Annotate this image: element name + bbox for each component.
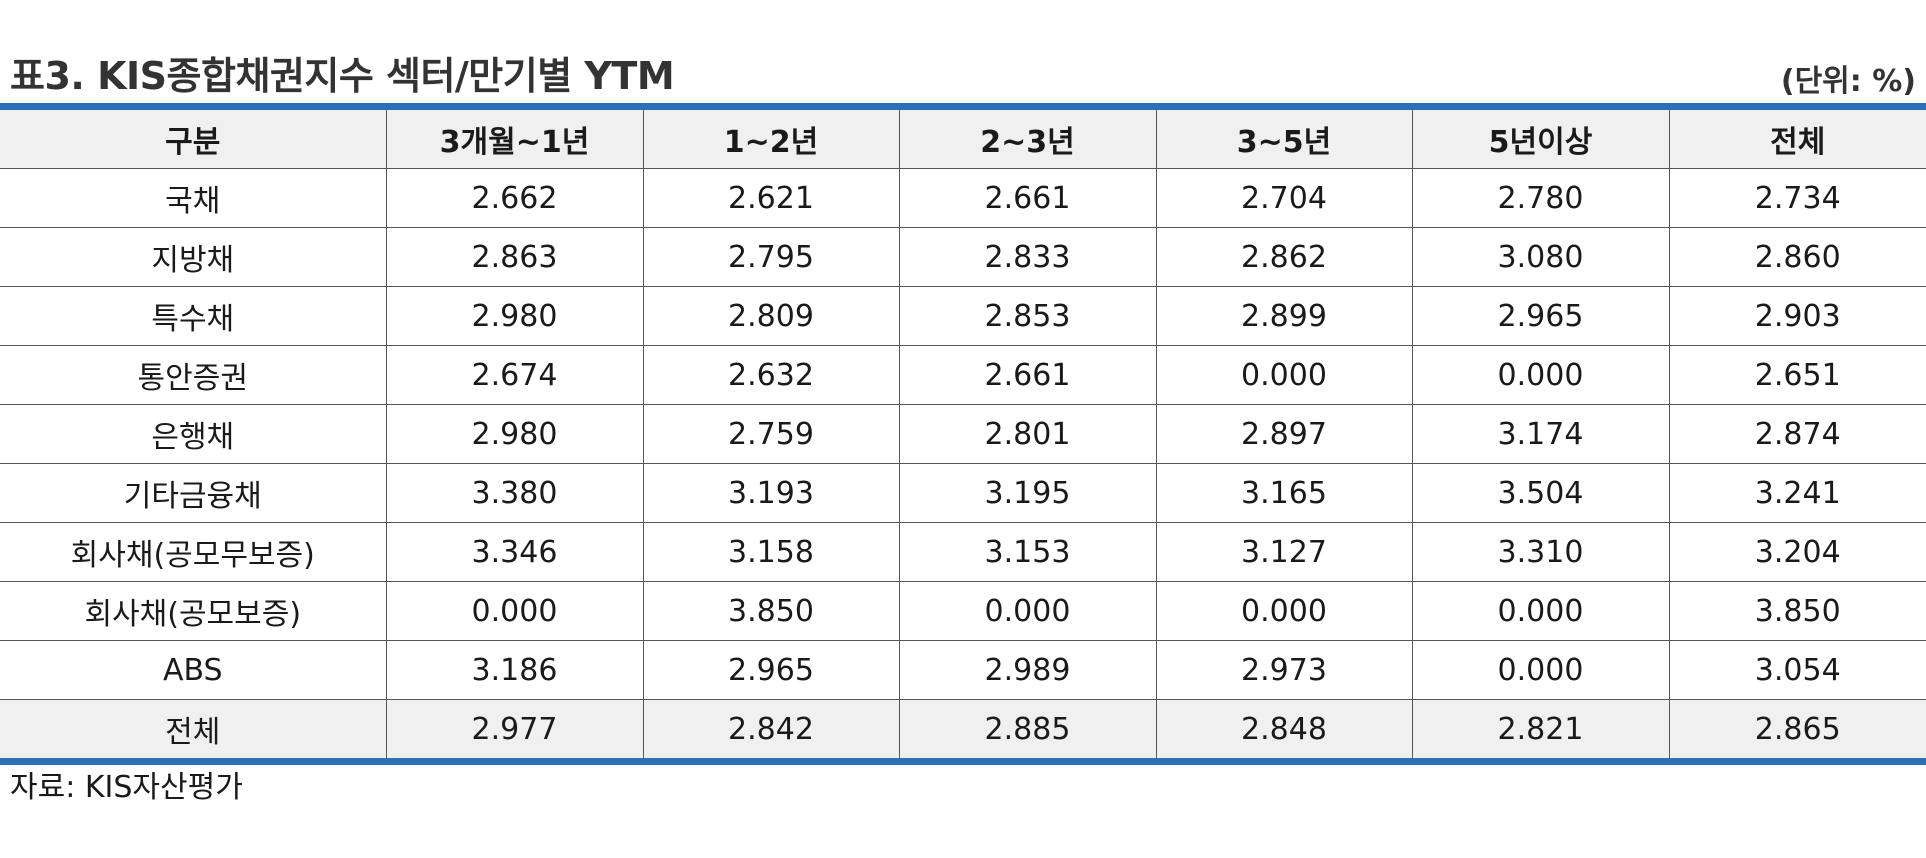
- table-cell: 2.842: [642, 699, 900, 762]
- table-cell: 2.980: [385, 286, 644, 346]
- column-header: 3~5년: [1155, 106, 1413, 169]
- table-row: 회사채(공모무보증) 3.346 3.158 3.153 3.127 3.310…: [0, 522, 1926, 582]
- table-cell: 2.848: [1155, 699, 1413, 762]
- table-cell: 2.885: [898, 699, 1157, 762]
- table-cell: 3.310: [1411, 522, 1670, 582]
- table-cell: 3.241: [1668, 463, 1926, 523]
- column-header: 2~3년: [898, 106, 1157, 169]
- table-cell: 2.801: [898, 404, 1157, 464]
- table-cell: 0.000: [898, 581, 1157, 641]
- table-cell: 2.862: [1155, 227, 1413, 287]
- table-cell: 2.980: [385, 404, 644, 464]
- table-row: 은행채 2.980 2.759 2.801 2.897 3.174 2.874: [0, 404, 1926, 464]
- table-cell: 2.965: [1411, 286, 1670, 346]
- table-cell: 2.833: [898, 227, 1157, 287]
- table-cell: 2.973: [1155, 640, 1413, 700]
- table-cell: 3.127: [1155, 522, 1413, 582]
- table-cell: 2.780: [1411, 168, 1670, 228]
- ytm-table: 구분 3개월~1년 1~2년 2~3년 3~5년 5년이상 전체 국채 2.66…: [0, 103, 1926, 765]
- table-cell: 3.850: [1668, 581, 1926, 641]
- table-cell: 2.661: [898, 345, 1157, 405]
- table-row: 회사채(공모보증) 0.000 3.850 0.000 0.000 0.000 …: [0, 581, 1926, 641]
- table-cell: 2.662: [385, 168, 644, 228]
- table-cell: 0.000: [1155, 581, 1413, 641]
- header-row: 구분 3개월~1년 1~2년 2~3년 3~5년 5년이상 전체: [0, 106, 1926, 169]
- table-cell: 3.080: [1411, 227, 1670, 287]
- table-cell: 2.977: [385, 699, 644, 762]
- table-cell: 2.821: [1411, 699, 1670, 762]
- table-cell: 2.965: [642, 640, 900, 700]
- table-cell: 3.193: [642, 463, 900, 523]
- title-row: 표3. KIS종합채권지수 섹터/만기별 YTM (단위: %): [10, 48, 1916, 104]
- table-cell: 2.899: [1155, 286, 1413, 346]
- row-label: 특수채: [0, 286, 387, 346]
- row-label: 국채: [0, 168, 387, 228]
- table-row: ABS 3.186 2.965 2.989 2.973 0.000 3.054: [0, 640, 1926, 700]
- table-cell: 0.000: [1155, 345, 1413, 405]
- table-cell: 2.621: [642, 168, 900, 228]
- row-label: 통안증권: [0, 345, 387, 405]
- source-note: 자료: KIS자산평가: [10, 770, 243, 805]
- table-cell: 2.897: [1155, 404, 1413, 464]
- table-cell: 3.158: [642, 522, 900, 582]
- table-cell: 3.186: [385, 640, 644, 700]
- table-cell: 2.632: [642, 345, 900, 405]
- table-cell: 2.674: [385, 345, 644, 405]
- table-title: 표3. KIS종합채권지수 섹터/만기별 YTM: [10, 54, 675, 98]
- unit-label: (단위: %): [1780, 64, 1916, 99]
- table-cell: 2.903: [1668, 286, 1926, 346]
- column-header: 1~2년: [642, 106, 900, 169]
- table-cell: 3.850: [642, 581, 900, 641]
- table-row: 특수채 2.980 2.809 2.853 2.899 2.965 2.903: [0, 286, 1926, 346]
- row-label: 기타금융채: [0, 463, 387, 523]
- table-cell: 2.863: [385, 227, 644, 287]
- column-header: 5년이상: [1411, 106, 1670, 169]
- table-cell: 2.704: [1155, 168, 1413, 228]
- table-cell: 2.734: [1668, 168, 1926, 228]
- table-cell: 2.759: [642, 404, 900, 464]
- table-cell: 3.195: [898, 463, 1157, 523]
- table-row: 통안증권 2.674 2.632 2.661 0.000 0.000 2.651: [0, 345, 1926, 405]
- table-cell: 0.000: [1411, 345, 1670, 405]
- table-cell: 3.504: [1411, 463, 1670, 523]
- table-cell: 3.346: [385, 522, 644, 582]
- column-header: 구분: [0, 106, 387, 169]
- table-cell: 2.860: [1668, 227, 1926, 287]
- table-cell: 3.165: [1155, 463, 1413, 523]
- table-cell: 2.809: [642, 286, 900, 346]
- table-cell: 2.661: [898, 168, 1157, 228]
- table-cell: 2.989: [898, 640, 1157, 700]
- table-row: 국채 2.662 2.621 2.661 2.704 2.780 2.734: [0, 168, 1926, 228]
- table-row: 지방채 2.863 2.795 2.833 2.862 3.080 2.860: [0, 227, 1926, 287]
- row-label: ABS: [0, 640, 387, 700]
- table-row: 기타금융채 3.380 3.193 3.195 3.165 3.504 3.24…: [0, 463, 1926, 523]
- table-cell: 2.865: [1668, 699, 1926, 762]
- table-cell: 3.174: [1411, 404, 1670, 464]
- table-cell: 3.054: [1668, 640, 1926, 700]
- table-cell: 0.000: [1411, 640, 1670, 700]
- row-label: 지방채: [0, 227, 387, 287]
- table-cell: 0.000: [385, 581, 644, 641]
- total-row: 전체 2.977 2.842 2.885 2.848 2.821 2.865: [0, 699, 1926, 762]
- row-label: 회사채(공모무보증): [0, 522, 387, 582]
- row-label: 은행채: [0, 404, 387, 464]
- table-cell: 0.000: [1411, 581, 1670, 641]
- table-cell: 3.204: [1668, 522, 1926, 582]
- table-cell: 2.795: [642, 227, 900, 287]
- column-header: 전체: [1668, 106, 1926, 169]
- row-label: 회사채(공모보증): [0, 581, 387, 641]
- table-cell: 2.874: [1668, 404, 1926, 464]
- row-label: 전체: [0, 699, 387, 762]
- table-cell: 2.651: [1668, 345, 1926, 405]
- table-cell: 2.853: [898, 286, 1157, 346]
- table-cell: 3.153: [898, 522, 1157, 582]
- table-cell: 3.380: [385, 463, 644, 523]
- column-header: 3개월~1년: [385, 106, 644, 169]
